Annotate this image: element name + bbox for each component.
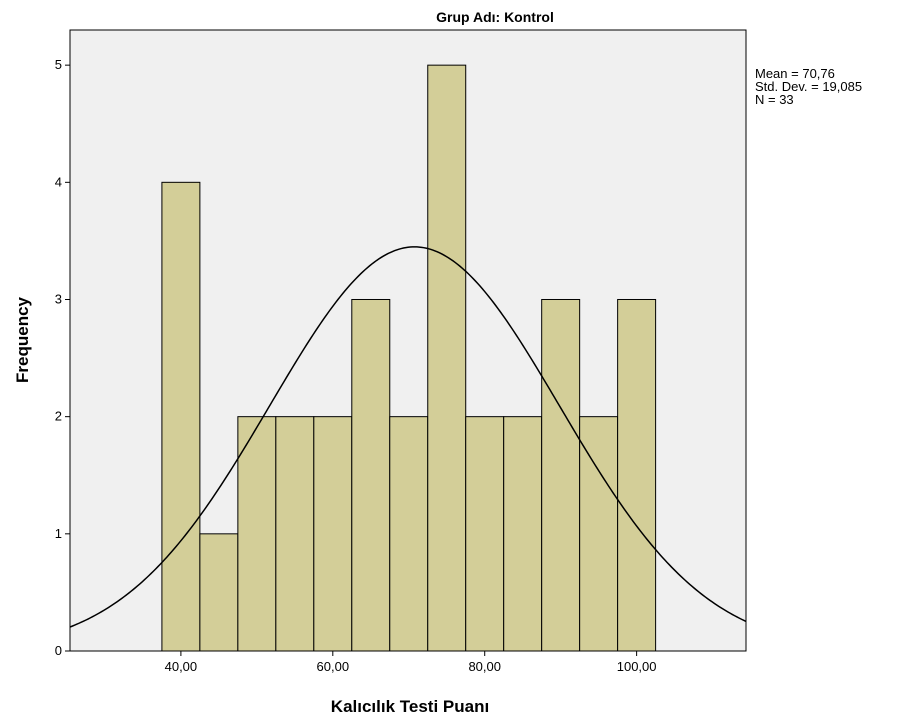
bar bbox=[541, 298, 581, 652]
normal-curve bbox=[69, 246, 747, 628]
y-tick-label: 0 bbox=[55, 643, 62, 658]
stat-label: Std. Dev. = 19,085 bbox=[755, 79, 862, 94]
y-tick-label: 5 bbox=[55, 57, 62, 72]
y-tick-label: 1 bbox=[55, 526, 62, 541]
bar bbox=[617, 298, 657, 652]
x-axis-label: Kalıcılık Testi Puanı bbox=[331, 697, 489, 716]
x-tick-label: 80,00 bbox=[468, 659, 501, 674]
y-tick-label: 2 bbox=[55, 409, 62, 424]
bar bbox=[237, 416, 277, 652]
x-tick-label: 100,00 bbox=[617, 659, 657, 674]
x-tick-label: 60,00 bbox=[317, 659, 350, 674]
bar bbox=[579, 416, 619, 652]
x-tick-label: 40,00 bbox=[165, 659, 198, 674]
bar bbox=[313, 416, 353, 652]
bar bbox=[427, 64, 467, 652]
bar bbox=[503, 416, 543, 652]
stat-label: N = 33 bbox=[755, 92, 794, 107]
stat-label: Mean = 70,76 bbox=[755, 66, 835, 81]
bar bbox=[465, 416, 505, 652]
y-axis-label: Frequency bbox=[13, 296, 32, 383]
bar bbox=[275, 416, 315, 652]
chart-title: Grup Adı: Kontrol bbox=[436, 9, 554, 25]
bar bbox=[351, 298, 391, 652]
y-tick-label: 4 bbox=[55, 174, 62, 189]
y-tick-label: 3 bbox=[55, 291, 62, 306]
bar bbox=[199, 533, 239, 652]
bar bbox=[161, 181, 201, 652]
bar bbox=[389, 416, 429, 652]
